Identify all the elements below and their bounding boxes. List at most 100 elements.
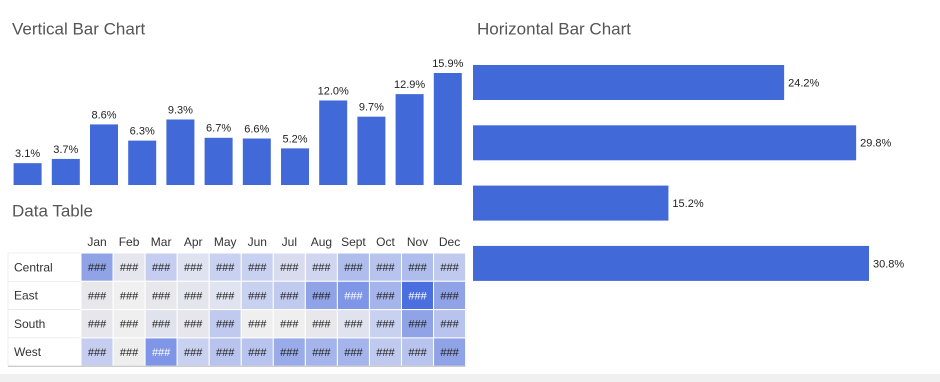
cell-text: ###	[408, 319, 427, 331]
heat-cell	[80, 252, 114, 282]
cell-text: ###	[120, 347, 139, 359]
bar	[242, 138, 271, 185]
cell-text: ###	[344, 290, 363, 302]
data-label: 9.3%	[168, 104, 193, 116]
column-header: Jan	[87, 235, 106, 249]
data-label: 29.8%	[860, 138, 891, 150]
heat-cell	[401, 252, 435, 282]
cell-text: ###	[152, 319, 171, 331]
row-header: Central	[14, 260, 53, 274]
heat-cell	[176, 280, 210, 311]
cell-text: ###	[184, 347, 203, 359]
column-header: Aug	[311, 235, 332, 249]
bar	[128, 140, 157, 185]
cell-text: ###	[440, 347, 459, 359]
heat-cell	[272, 252, 306, 282]
cell-text: ###	[248, 290, 267, 302]
column-header: Sept	[341, 235, 366, 249]
cell-text: ###	[344, 262, 363, 274]
data-label: 6.6%	[244, 123, 269, 135]
cell-text: ###	[120, 319, 139, 331]
bar	[473, 65, 785, 100]
heat-cell	[208, 280, 242, 311]
cell-text: ###	[312, 262, 331, 274]
bar	[433, 73, 462, 185]
data-label: 12.0%	[318, 85, 349, 97]
row-header: West	[14, 345, 42, 359]
cell-text: ###	[280, 262, 299, 274]
heat-cell	[176, 337, 210, 367]
cell-text: ###	[344, 347, 363, 359]
heat-cell	[336, 252, 370, 282]
heat-cell	[144, 280, 178, 311]
cell-text: ###	[120, 290, 139, 302]
cell-text: ###	[88, 347, 107, 359]
cell-text: ###	[184, 262, 203, 274]
cell-text: ###	[312, 347, 331, 359]
row-header-cell	[7, 252, 82, 282]
heat-cell	[336, 337, 370, 367]
row-header: South	[14, 317, 45, 331]
cell-text: ###	[184, 290, 203, 302]
cell-text: ###	[440, 319, 459, 331]
heat-cell	[272, 280, 306, 311]
column-header: Dec	[439, 235, 460, 249]
bar	[473, 125, 857, 161]
cell-text: ###	[248, 319, 267, 331]
bar	[473, 245, 869, 281]
data-label: 15.2%	[672, 198, 703, 210]
cell-text: ###	[216, 262, 235, 274]
row-header: East	[14, 289, 39, 303]
cell-text: ###	[216, 319, 235, 331]
cell-text: ###	[440, 262, 459, 274]
heat-cell	[368, 280, 403, 311]
heat-cell	[433, 280, 467, 311]
cell-text: ###	[216, 347, 235, 359]
bar	[319, 100, 348, 185]
column-header: Nov	[407, 235, 428, 249]
heat-cell	[401, 337, 435, 367]
bar	[204, 137, 233, 185]
heat-cell	[144, 309, 178, 339]
row-header-cell	[7, 281, 82, 310]
chart-title: Horizontal Bar Chart	[477, 19, 631, 38]
bar	[357, 116, 386, 185]
cell-text: ###	[120, 262, 139, 274]
bar	[473, 185, 669, 221]
column-header: Apr	[184, 235, 203, 249]
data-label: 3.1%	[15, 148, 40, 160]
bar	[13, 163, 42, 185]
cell-text: ###	[280, 319, 299, 331]
column-header: Feb	[119, 235, 140, 249]
column-header: Mar	[151, 235, 172, 249]
footer-strip	[0, 374, 940, 382]
data-label: 3.7%	[53, 144, 78, 156]
cell-text: ###	[376, 290, 395, 302]
bar	[51, 158, 80, 185]
bar	[166, 119, 195, 185]
heat-cell	[208, 337, 242, 367]
data-label: 15.9%	[432, 58, 463, 70]
heat-cell	[336, 280, 370, 311]
heat-cell	[144, 337, 178, 367]
cell-text: ###	[312, 290, 331, 302]
column-header: Jun	[248, 235, 267, 249]
cell-text: ###	[216, 290, 235, 302]
bar	[90, 124, 118, 185]
cell-text: ###	[88, 262, 107, 274]
column-header: May	[214, 235, 237, 249]
column-header: Jul	[282, 235, 297, 249]
heat-cell	[433, 309, 467, 339]
cell-text: ###	[280, 347, 299, 359]
cell-text: ###	[152, 347, 171, 359]
heat-cell	[112, 280, 146, 311]
cell-text: ###	[408, 347, 427, 359]
cell-text: ###	[312, 319, 331, 331]
cell-text: ###	[376, 319, 395, 331]
heat-cell	[80, 337, 114, 367]
cell-text: ###	[88, 319, 107, 331]
heat-cell	[80, 280, 114, 311]
cell-text: ###	[184, 319, 203, 331]
cell-text: ###	[280, 290, 299, 302]
